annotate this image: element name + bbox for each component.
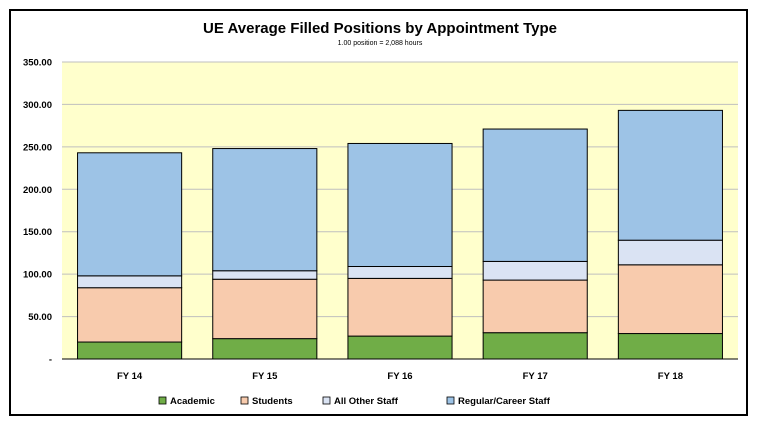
y-tick-label: - <box>49 355 52 366</box>
legend-label: Regular/Career Staff <box>458 396 551 407</box>
bar-segment-academic-fy-17 <box>482 332 588 360</box>
legend-label: Academic <box>170 396 215 407</box>
bar-segment-all-other-staff-fy-16 <box>347 266 453 279</box>
y-tick-label: 100.00 <box>23 270 52 281</box>
legend: Academic Students All Other Staff Regular/C… <box>158 396 551 407</box>
x-tick-label: FY 17 <box>523 371 548 382</box>
legend-item-regular-career-staff: Regular/Career Staff <box>446 396 551 407</box>
legend-label: Students <box>252 396 293 407</box>
bar-segment-regular-career-staff-fy-15 <box>212 148 318 272</box>
bar-segment-all-other-staff-fy-17 <box>482 260 588 281</box>
bar-segment-regular-career-staff-fy-18 <box>617 109 723 241</box>
legend-item-academic: Academic <box>158 396 215 407</box>
legend-swatch <box>240 396 249 405</box>
legend-swatch <box>158 396 167 405</box>
bar-segment-academic-fy-16 <box>347 335 453 360</box>
y-tick-label: 300.00 <box>23 100 52 111</box>
bar-segment-students-fy-15 <box>212 278 318 340</box>
bar-segment-students-fy-14 <box>77 287 183 343</box>
bar-segment-regular-career-staff-fy-16 <box>347 142 453 268</box>
x-axis-ticks: FY 14 FY 15 FY 16 FY 17 FY 18 <box>117 371 683 382</box>
legend-label: All Other Staff <box>334 396 399 407</box>
y-tick-label: 150.00 <box>23 227 52 238</box>
bar-segment-students-fy-17 <box>482 279 588 334</box>
x-tick-label: FY 15 <box>252 371 278 382</box>
legend-swatch <box>446 396 455 405</box>
bar-segment-academic-fy-14 <box>77 341 183 360</box>
x-tick-label: FY 16 <box>387 371 412 382</box>
x-tick-label: FY 18 <box>658 371 683 382</box>
bar-segment-all-other-staff-fy-14 <box>77 275 183 289</box>
bar-segment-academic-fy-15 <box>212 338 318 360</box>
y-tick-label: 200.00 <box>23 185 52 196</box>
bars <box>77 109 723 360</box>
bar-segment-regular-career-staff-fy-14 <box>77 152 183 277</box>
bar-segment-academic-fy-18 <box>617 333 723 360</box>
y-tick-label: 350.00 <box>23 58 52 69</box>
bar-segment-all-other-staff-fy-15 <box>212 270 318 280</box>
bar-segment-students-fy-16 <box>347 277 453 337</box>
legend-item-students: Students <box>240 396 293 407</box>
y-axis-ticks: - 50.00 100.00 150.00 200.00 250.00 300.00 350.… <box>23 58 52 366</box>
bar-segment-regular-career-staff-fy-17 <box>482 128 588 262</box>
bar-segment-all-other-staff-fy-18 <box>617 239 723 266</box>
legend-swatch <box>322 396 331 405</box>
chart-title: UE Average Filled Positions by Appointme… <box>203 20 557 37</box>
legend-item-all-other-staff: All Other Staff <box>322 396 399 407</box>
x-tick-label: FY 14 <box>117 371 143 382</box>
y-tick-label: 50.00 <box>28 312 52 323</box>
chart-subtitle: 1.00 position = 2,088 hours <box>338 40 423 47</box>
bar-segment-students-fy-18 <box>617 264 723 335</box>
y-tick-label: 250.00 <box>23 142 52 153</box>
